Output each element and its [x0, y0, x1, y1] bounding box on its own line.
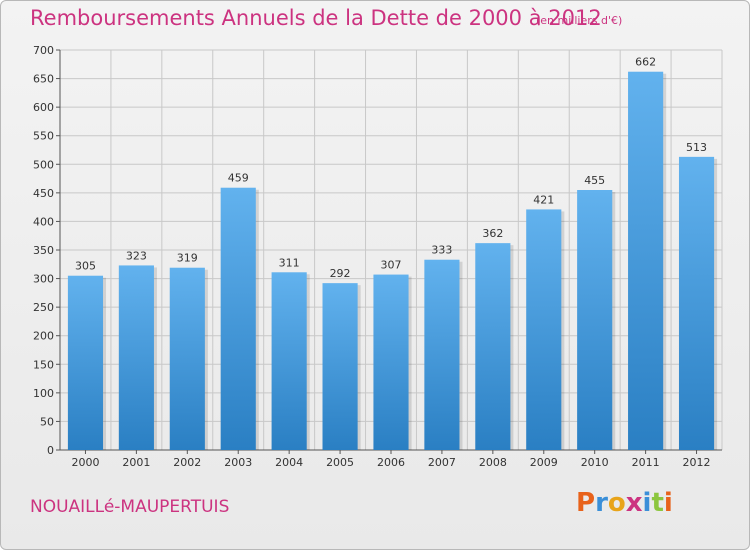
y-tick-label: 500 — [33, 158, 54, 171]
x-tick-label: 2002 — [173, 456, 201, 469]
bar — [526, 209, 562, 450]
chart-title: Remboursements Annuels de la Dette de 20… — [30, 6, 602, 30]
y-tick-label: 700 — [33, 44, 54, 57]
data-label: 305 — [75, 260, 96, 273]
bar — [577, 190, 613, 450]
data-label: 307 — [381, 259, 402, 272]
y-tick-label: 400 — [33, 215, 54, 228]
bar — [628, 71, 664, 450]
bar — [424, 259, 460, 450]
y-tick-label: 450 — [33, 187, 54, 200]
x-tick-label: 2004 — [275, 456, 303, 469]
y-tick-label: 650 — [33, 73, 54, 86]
chart-unit: (en milliers d'€) — [536, 14, 623, 27]
bar — [169, 267, 205, 450]
x-tick-label: 2003 — [224, 456, 252, 469]
x-tick-label: 2008 — [479, 456, 507, 469]
y-tick-label: 0 — [47, 444, 54, 457]
data-label: 333 — [431, 244, 452, 257]
x-tick-label: 2007 — [428, 456, 456, 469]
bar — [67, 275, 104, 450]
x-tick-label: 2001 — [122, 456, 150, 469]
data-label: 455 — [584, 174, 605, 187]
x-tick-label: 2010 — [581, 456, 609, 469]
y-tick-label: 300 — [33, 273, 54, 286]
data-label: 513 — [686, 141, 707, 154]
y-tick-label: 200 — [33, 330, 54, 343]
bars — [67, 71, 718, 450]
x-tick-label: 2006 — [377, 456, 405, 469]
y-tick-label: 150 — [33, 358, 54, 371]
bar — [220, 187, 256, 450]
logo-letter: i — [642, 488, 652, 518]
data-label: 319 — [177, 252, 198, 265]
y-tick-label: 250 — [33, 301, 54, 314]
bar — [475, 243, 511, 450]
x-tick-label: 2011 — [632, 456, 660, 469]
data-label: 459 — [228, 172, 249, 185]
logo-letter: t — [651, 488, 664, 518]
logo-letter: r — [595, 488, 608, 518]
labels: 0 50 100 150 200 250 300 350 400 450 500 550 600 650 7… — [33, 44, 711, 469]
bar — [373, 274, 409, 450]
logo-letter: i — [663, 488, 673, 518]
bar — [118, 265, 154, 450]
y-tick-label: 50 — [40, 415, 54, 428]
logo-letter: P — [576, 488, 596, 518]
data-label: 421 — [533, 193, 554, 206]
logo-letter: x — [625, 488, 643, 518]
x-tick-label: 2009 — [530, 456, 558, 469]
bar — [678, 156, 715, 450]
data-label: 292 — [330, 267, 351, 280]
bar — [322, 283, 358, 450]
y-tick-label: 100 — [33, 387, 54, 400]
y-tick-label: 350 — [33, 244, 54, 257]
x-tick-label: 2000 — [71, 456, 99, 469]
commune-name: NOUAILLé-MAUPERTUIS — [30, 497, 230, 517]
logo-letter: o — [607, 488, 626, 518]
data-label: 362 — [482, 227, 503, 240]
y-tick-label: 550 — [33, 130, 54, 143]
proxiti-logo: Proxiti — [576, 488, 673, 518]
y-tick-label: 600 — [33, 101, 54, 114]
data-label: 323 — [126, 249, 147, 262]
x-tick-label: 2012 — [683, 456, 711, 469]
data-label: 311 — [279, 256, 300, 269]
data-label: 662 — [635, 56, 656, 69]
bar — [271, 272, 307, 450]
x-tick-label: 2005 — [326, 456, 354, 469]
